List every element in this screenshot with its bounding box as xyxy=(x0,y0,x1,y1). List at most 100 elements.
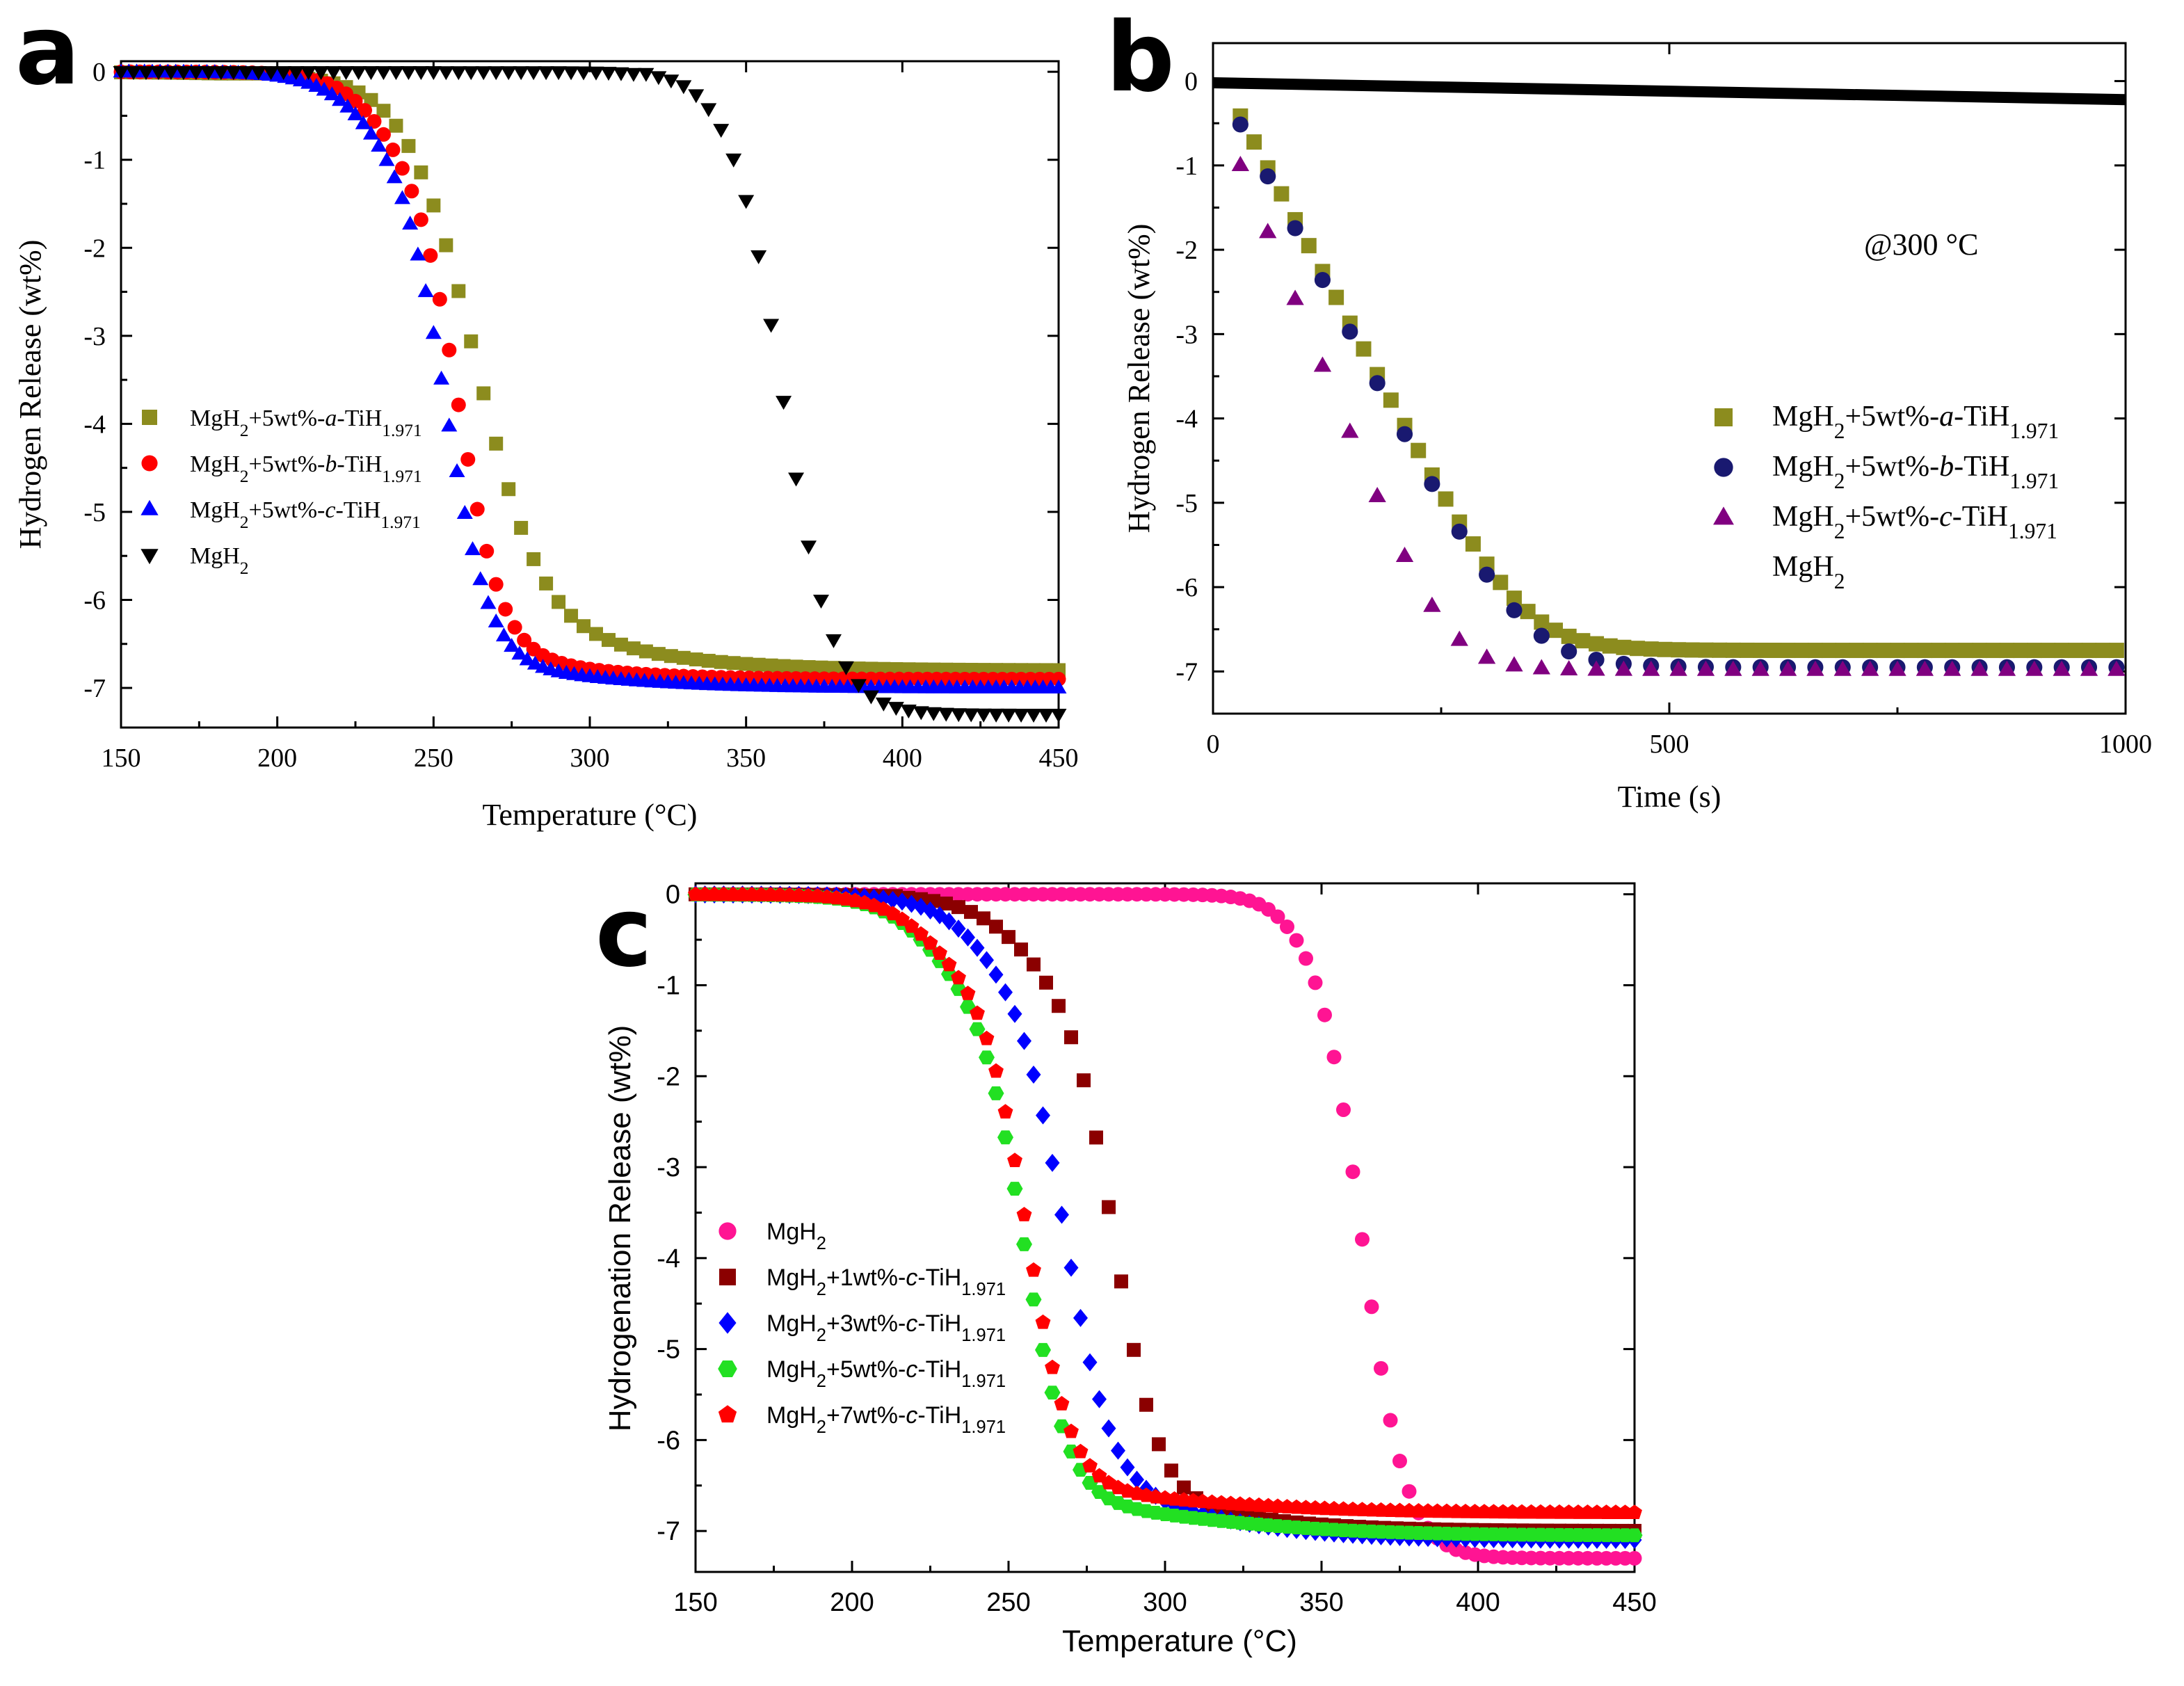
data-point xyxy=(1917,643,1933,659)
data-point xyxy=(1493,575,1509,591)
data-point xyxy=(288,66,305,81)
data-point xyxy=(563,66,579,81)
data-point xyxy=(1392,1454,1407,1469)
data-point xyxy=(1383,392,1399,408)
data-point xyxy=(725,153,742,168)
data-point xyxy=(1807,643,1823,659)
data-point xyxy=(989,920,1003,934)
data-point xyxy=(961,928,975,947)
data-point xyxy=(2040,643,2056,659)
data-point xyxy=(1052,999,1066,1013)
data-point xyxy=(1326,1050,1342,1065)
data-point xyxy=(688,89,705,104)
data-point xyxy=(402,216,419,230)
data-point xyxy=(1114,1274,1128,1289)
data-point xyxy=(1035,1342,1051,1357)
data-point xyxy=(449,463,465,477)
data-point xyxy=(401,138,416,153)
panel-c-label: c xyxy=(595,876,652,988)
data-point xyxy=(1505,656,1523,672)
data-point xyxy=(507,620,522,635)
y-tick-label: -4 xyxy=(1175,405,1198,434)
data-point xyxy=(1374,1360,1388,1376)
x-tick-label: 350 xyxy=(726,744,766,773)
data-point xyxy=(960,986,976,1000)
data-point xyxy=(977,911,990,926)
data-point xyxy=(437,66,454,81)
data-point xyxy=(1999,643,2015,659)
data-point xyxy=(1064,1030,1078,1045)
data-point xyxy=(1051,671,1066,687)
data-point xyxy=(175,66,192,81)
data-point xyxy=(638,67,655,82)
data-point xyxy=(1383,1413,1398,1428)
data-point xyxy=(417,283,434,298)
data-point xyxy=(480,595,497,609)
data-point xyxy=(825,634,842,648)
data-point xyxy=(1073,1308,1088,1327)
y-tick-label: -5 xyxy=(1175,489,1198,518)
data-point xyxy=(394,190,410,204)
panel-a-label: a xyxy=(15,0,80,106)
data-point xyxy=(751,657,766,672)
data-point xyxy=(1575,633,1591,649)
data-point xyxy=(626,641,641,656)
legend-marker xyxy=(140,499,159,515)
data-point xyxy=(1970,660,1989,676)
data-point xyxy=(1120,1458,1135,1477)
data-point xyxy=(332,92,348,106)
data-point xyxy=(163,66,179,81)
data-point xyxy=(1506,602,1523,618)
data-point xyxy=(1000,708,1017,723)
data-point xyxy=(979,1030,995,1045)
series-line xyxy=(1212,77,2126,106)
data-point xyxy=(1073,1443,1089,1459)
data-point xyxy=(904,918,920,933)
panel-a-ylabel: Hydrogen Release (wt%) xyxy=(13,240,47,549)
legend-marker xyxy=(142,410,157,425)
data-point xyxy=(1479,566,1495,583)
data-point xyxy=(2067,643,2083,659)
data-point xyxy=(1712,642,1728,658)
y-tick-label: -4 xyxy=(83,410,106,439)
data-point xyxy=(1280,919,1294,934)
data-point xyxy=(1450,630,1468,646)
data-point xyxy=(1724,660,1742,676)
data-point xyxy=(362,66,379,81)
data-point xyxy=(1077,1073,1091,1088)
data-point xyxy=(2026,643,2042,659)
series-0 xyxy=(1232,108,2124,659)
data-point xyxy=(1039,975,1053,990)
data-point xyxy=(519,651,536,666)
data-point xyxy=(888,702,904,716)
data-point xyxy=(1642,660,1660,676)
data-point xyxy=(527,552,541,566)
data-point xyxy=(1308,975,1323,990)
data-point xyxy=(613,637,628,652)
data-point xyxy=(726,656,741,671)
data-point xyxy=(1626,1528,1643,1543)
data-point xyxy=(1958,643,1974,659)
data-point xyxy=(263,66,280,81)
data-point xyxy=(1044,1386,1061,1400)
data-point xyxy=(1038,708,1054,723)
legend-marker xyxy=(718,1222,737,1240)
data-point xyxy=(900,705,917,719)
data-point xyxy=(675,80,692,95)
legend-marker xyxy=(141,455,158,472)
legend-marker xyxy=(718,1312,737,1334)
data-point xyxy=(125,66,142,81)
data-point xyxy=(362,125,379,140)
data-point xyxy=(1286,289,1304,305)
data-point xyxy=(425,325,442,339)
data-point xyxy=(969,1022,986,1036)
data-point xyxy=(1063,1258,1079,1277)
data-point xyxy=(1451,523,1468,540)
data-point xyxy=(460,451,476,467)
panel-b-ylabel: Hydrogen Release (wt%) xyxy=(1122,224,1156,533)
data-point xyxy=(1027,957,1041,972)
data-point xyxy=(1314,271,1331,289)
data-point xyxy=(1355,1232,1370,1247)
y-tick-label: -2 xyxy=(1175,236,1198,265)
data-point xyxy=(1630,641,1646,657)
